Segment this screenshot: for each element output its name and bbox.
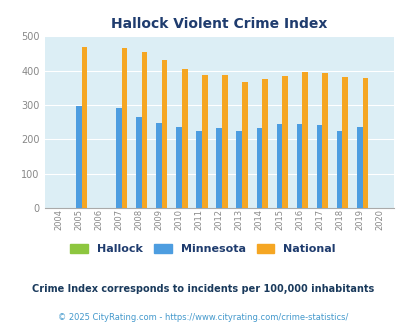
Bar	[316, 125, 322, 208]
Bar	[281, 77, 287, 208]
Bar	[196, 131, 201, 208]
Bar	[302, 72, 307, 208]
Legend: Hallock, Minnesota, National: Hallock, Minnesota, National	[66, 239, 339, 258]
Bar	[236, 131, 241, 208]
Title: Hallock Violent Crime Index: Hallock Violent Crime Index	[111, 17, 326, 31]
Bar	[216, 128, 222, 208]
Text: Crime Index corresponds to incidents per 100,000 inhabitants: Crime Index corresponds to incidents per…	[32, 284, 373, 294]
Bar	[76, 106, 81, 208]
Bar	[276, 124, 281, 208]
Bar	[122, 48, 127, 208]
Bar	[322, 73, 327, 208]
Bar	[141, 52, 147, 208]
Bar	[201, 75, 207, 208]
Bar	[362, 78, 367, 208]
Text: © 2025 CityRating.com - https://www.cityrating.com/crime-statistics/: © 2025 CityRating.com - https://www.city…	[58, 313, 347, 322]
Bar	[262, 79, 267, 208]
Bar	[162, 60, 167, 208]
Bar	[296, 124, 302, 208]
Bar	[176, 127, 181, 208]
Bar	[256, 128, 262, 208]
Bar	[241, 82, 247, 208]
Bar	[136, 117, 141, 208]
Bar	[81, 47, 87, 208]
Bar	[336, 131, 341, 208]
Bar	[181, 69, 187, 208]
Bar	[222, 75, 227, 208]
Bar	[116, 108, 121, 208]
Bar	[341, 77, 347, 208]
Bar	[356, 127, 362, 208]
Bar	[156, 123, 162, 208]
